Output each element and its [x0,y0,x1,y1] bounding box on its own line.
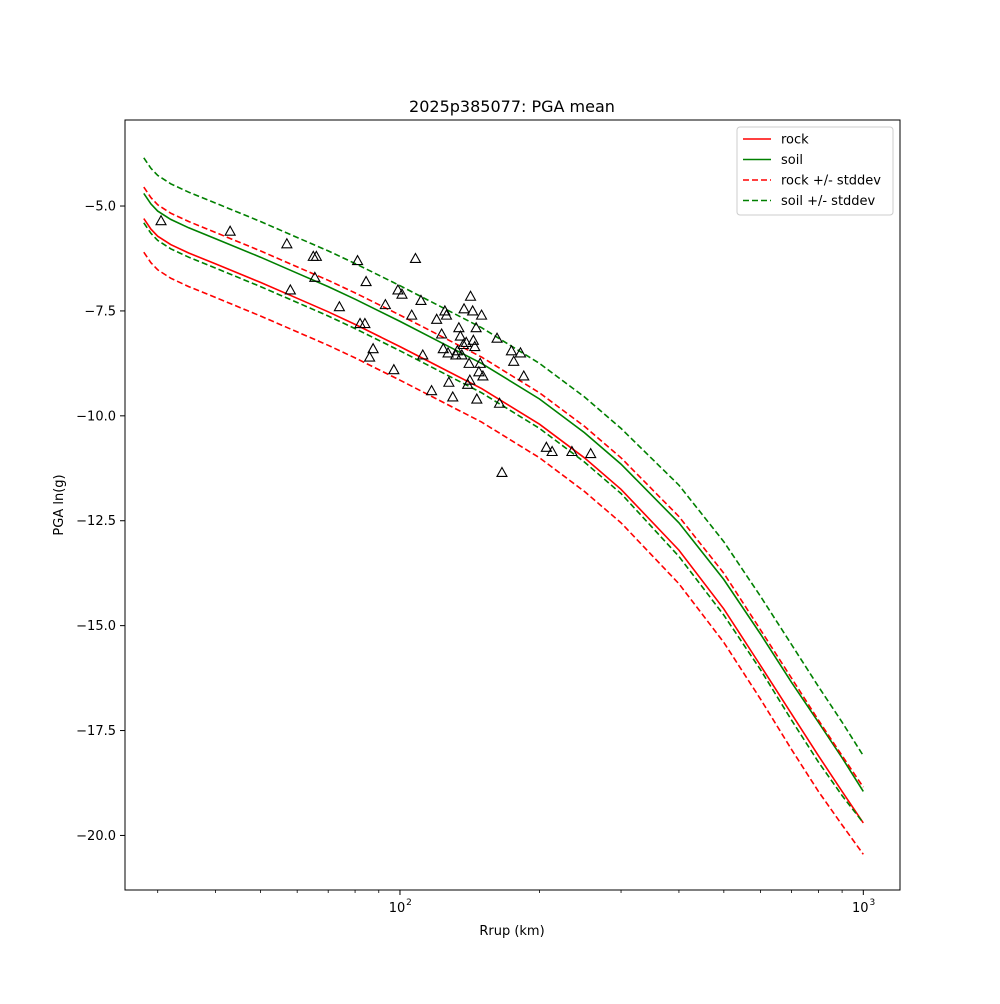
observation-point [470,392,483,404]
observation-point [409,252,422,264]
observation-point [565,445,578,457]
observation-point [463,374,476,385]
observation-point [387,363,400,375]
observation-point [405,308,418,320]
legend-label: rock [781,133,809,148]
observation-point [442,346,455,358]
x-tick-exponent: 2 [406,898,412,908]
observation-point [363,350,376,362]
observation-point [392,283,404,295]
observation-point [358,317,371,329]
plot-frame [124,119,901,891]
legend-label: rock +/- stddev [781,174,881,189]
x-tick-label: 10 [389,901,406,916]
chart-title: 2025p385077: PGA mean [409,97,615,116]
y-tick-label: −12.5 [76,514,116,529]
observation-point [415,294,427,305]
observation-point [457,338,470,350]
observation-point [507,355,520,366]
y-axis-ticks: −5.0 −7.5 −10.0 −12.5 −15.0 −17.5 −20.0 [76,200,125,844]
observation-point [474,357,487,368]
legend: rock soil rock +/- stddev soil +/- stddev [736,126,894,216]
observation-point [476,369,489,381]
observation-point [333,300,346,312]
observation-point [475,308,488,320]
y-tick-label: −5.0 [84,200,116,215]
observation-point [472,365,485,377]
observation-point [458,302,470,314]
observation-point [493,397,506,408]
series-line-rock-0 [143,218,864,824]
observation-point [463,357,476,368]
observation-point [491,332,503,343]
legend-box [736,126,894,216]
observation-point [430,313,443,324]
y-tick-label: −7.5 [84,304,116,319]
observation-point [440,308,453,320]
observation-point [514,346,527,358]
x-axis-label: Rrup (km) [479,924,544,939]
observation-point [464,290,477,301]
observation-point [224,225,237,236]
x-tick-exponent: 3 [869,898,875,908]
observation-point [416,348,429,360]
observation-point [425,384,438,396]
observation-point [517,369,530,381]
observation-point [435,327,448,339]
observation-point [284,283,297,295]
y-tick-label: −20.0 [76,829,116,844]
observation-point [437,342,450,354]
y-tick-label: −17.5 [76,724,116,739]
observation-point [451,344,464,356]
observation-point [351,254,364,266]
x-tick-label: 10 [852,901,869,916]
observation-point [466,304,479,316]
observation-point [505,344,518,356]
y-tick-label: −15.0 [76,619,116,634]
observation-point [155,214,167,226]
observation-point [360,275,373,287]
legend-label: soil +/- stddev [781,194,876,209]
observation-point [468,340,481,352]
series-line-rock-stddev-2 [143,186,864,788]
observation-point [379,298,392,310]
y-tick-label: −10.0 [76,409,116,424]
observation-point [470,321,483,333]
observation-point [442,376,455,387]
y-axis-label: PGA ln(g) [52,474,67,535]
observation-point [452,321,465,333]
observation-point [367,342,380,354]
observation-point [540,441,553,452]
observation-point [584,447,597,459]
observation-point [446,390,459,402]
observation-point [438,304,451,316]
observation-point [496,466,508,478]
observation-point [546,445,559,457]
observation-point [454,329,467,341]
observation-point [310,250,323,261]
observation-point [460,336,473,347]
observation-point [308,271,321,282]
observation-point [280,237,293,249]
observation-point [455,348,468,360]
legend-label: soil [781,153,803,168]
plot-area [143,157,864,855]
series-line-soil-1 [143,192,864,792]
observation-point [396,288,408,299]
